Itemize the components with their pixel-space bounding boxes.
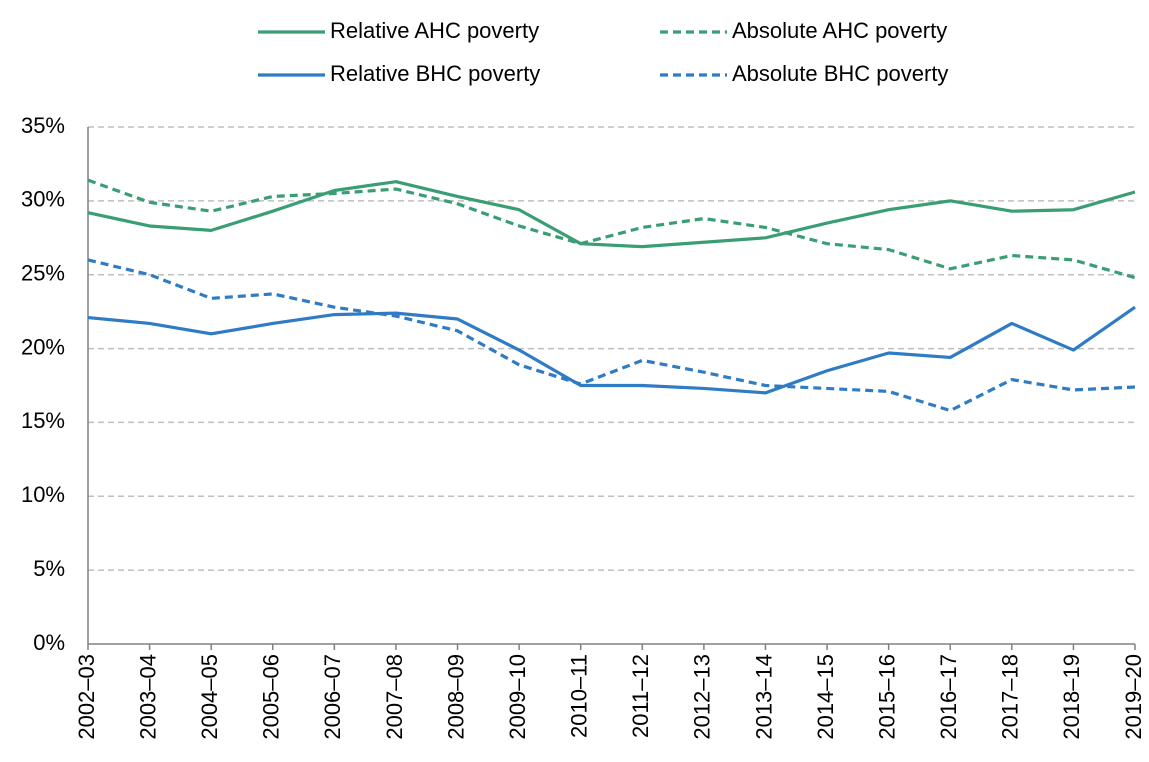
x-tick-label: 2014–15: [813, 654, 838, 740]
x-tick-label: 2002–03: [74, 654, 99, 740]
y-tick-label: 35%: [21, 113, 65, 138]
x-tick-label: 2010–11: [567, 654, 592, 738]
y-tick-label: 15%: [21, 408, 65, 433]
x-tick-label: 2016–17: [936, 654, 961, 740]
y-tick-label: 25%: [21, 261, 65, 286]
x-tick-label: 2003–04: [135, 654, 160, 740]
x-tick-label: 2009–10: [505, 654, 530, 740]
series-line: [87, 305, 1136, 395]
x-tick-label: 2008–09: [443, 654, 468, 740]
y-tick-label: 30%: [21, 187, 65, 212]
x-tick-label: 2011–12: [628, 654, 653, 738]
series-line: [87, 258, 1136, 413]
x-tick-label: 2019–20: [1121, 654, 1146, 740]
x-tick-label: 2017–18: [998, 654, 1023, 740]
y-tick-label: 20%: [21, 334, 65, 359]
series-line: [87, 180, 1136, 249]
x-tick-label: 2018–19: [1059, 654, 1084, 740]
x-tick-label: 2012–13: [690, 654, 715, 740]
y-tick-label: 0%: [33, 630, 65, 655]
x-tick-label: 2015–16: [874, 654, 899, 740]
x-tick-label: 2005–06: [259, 654, 284, 740]
legend-label: Absolute BHC poverty: [732, 61, 948, 86]
legend-label: Absolute AHC poverty: [732, 18, 947, 43]
x-tick-label: 2007–08: [382, 654, 407, 740]
legend-label: Relative BHC poverty: [330, 61, 540, 86]
y-tick-label: 10%: [21, 482, 65, 507]
x-tick-label: 2013–14: [751, 654, 776, 740]
x-tick-label: 2004–05: [197, 654, 222, 740]
y-tick-label: 5%: [33, 556, 65, 581]
x-tick-label: 2006–07: [320, 654, 345, 740]
series-line: [87, 178, 1136, 280]
legend-label: Relative AHC poverty: [330, 18, 539, 43]
